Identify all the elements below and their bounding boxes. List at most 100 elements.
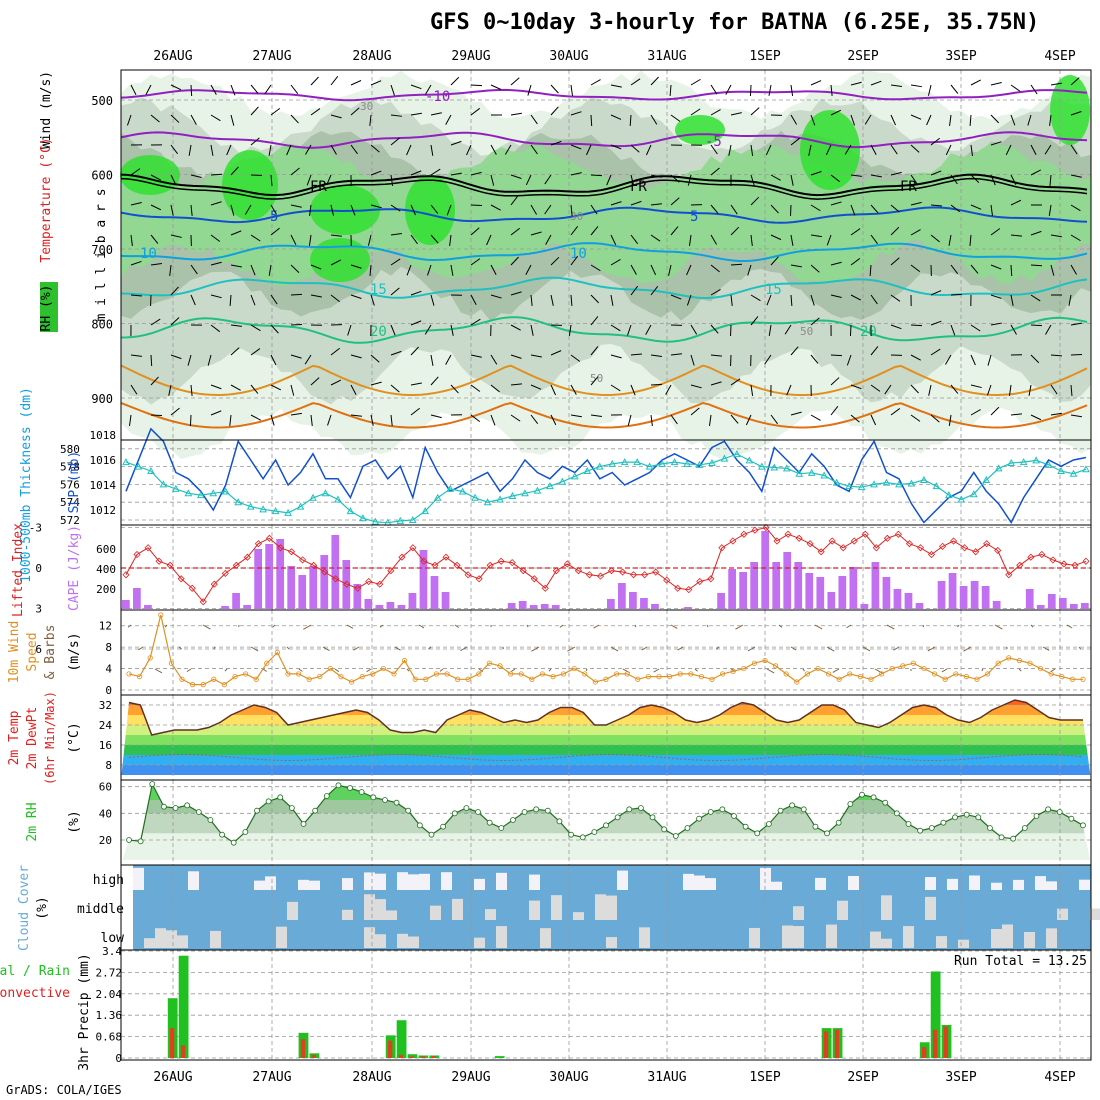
thickness-point	[1007, 458, 1016, 467]
thickness-point	[720, 454, 729, 462]
li-point	[817, 548, 825, 556]
wind-barb	[390, 258, 401, 266]
wind-barb	[210, 384, 222, 390]
wind-speed-point	[857, 674, 864, 680]
cloud-gap	[903, 926, 914, 948]
legend-total-rain: Total / Rain	[0, 964, 70, 979]
wind-barb	[710, 204, 719, 214]
wind-barb	[930, 234, 940, 243]
thickness-point	[159, 480, 168, 488]
li-point	[1038, 550, 1046, 559]
isotherm-line	[120, 401, 1088, 429]
rh-point	[510, 817, 516, 823]
rh-moist-blob	[1050, 75, 1090, 145]
wind-barb	[1010, 114, 1016, 126]
cape-bar	[915, 603, 924, 609]
temp-tick-label: 32	[99, 699, 112, 712]
wind-speed-point	[974, 676, 980, 682]
pressure-tick-label: 800	[91, 318, 113, 332]
wind-speed-point	[730, 668, 736, 674]
thickness-point	[595, 462, 604, 470]
li-point	[276, 544, 285, 552]
wind-barb	[450, 76, 460, 86]
wind-barb-10m	[511, 668, 516, 672]
wind-barb	[650, 114, 658, 125]
temp-axis-units: (°C)	[67, 722, 82, 753]
wind-speed-point	[953, 671, 959, 677]
li-point	[784, 530, 792, 538]
thickness-point	[758, 462, 766, 470]
wind-barb	[466, 144, 472, 156]
wind-speed-point	[1059, 674, 1065, 680]
wind-barb	[945, 354, 952, 365]
rh-point	[219, 831, 225, 838]
isotherm-label: 10	[140, 246, 157, 262]
rh-point	[347, 785, 353, 791]
wind-barb	[410, 234, 418, 245]
wind-barb	[310, 377, 320, 386]
wind-barb	[1070, 174, 1082, 178]
wind-barb	[330, 347, 340, 356]
wind-barb	[550, 384, 557, 396]
wind-barb	[330, 379, 342, 386]
wind-barb	[890, 114, 896, 126]
rh-point	[440, 823, 447, 830]
wind-barb	[530, 354, 542, 358]
wind-barb	[250, 414, 261, 421]
cape-bar	[276, 539, 285, 609]
rh-point	[1021, 825, 1028, 831]
cloud-gap	[133, 867, 144, 890]
wind-barb	[970, 324, 981, 332]
wind-speed-point	[645, 674, 652, 680]
thickness-tick-label: 574	[60, 496, 80, 509]
wind-barb	[810, 317, 820, 326]
wind-barb	[170, 144, 179, 155]
wind-barb	[630, 200, 642, 206]
cloud-gap	[1046, 928, 1057, 948]
wind-barb	[1050, 82, 1062, 86]
cloud-gap	[419, 873, 430, 890]
wind-barb	[910, 144, 920, 153]
li-point	[343, 580, 351, 588]
temp-band	[121, 765, 1091, 775]
wind-barb	[870, 414, 877, 426]
wind-barb	[570, 384, 577, 395]
wind-barb	[170, 174, 177, 186]
wind-barb	[168, 384, 172, 396]
wind-barb	[764, 354, 772, 365]
wind-barb	[406, 264, 412, 276]
wind-barb-10m	[202, 624, 211, 630]
wind-speed-point	[698, 674, 705, 680]
thickness-point	[521, 489, 529, 497]
thickness-axis-label: 1000-500mb Thickness (dm)	[19, 387, 34, 583]
wind-speed-point	[666, 674, 673, 680]
wind-barb	[150, 414, 163, 417]
rh-point	[161, 803, 167, 810]
cloud-gap	[298, 879, 309, 890]
wind-barb-10m	[567, 646, 576, 652]
temp-band	[121, 755, 1091, 765]
wind-barb	[130, 354, 142, 357]
wind-speed-point	[963, 674, 970, 680]
wind-barb	[710, 264, 720, 273]
wind-barb	[665, 384, 672, 395]
wind10m-frame	[120, 609, 1092, 696]
li-point	[685, 586, 693, 594]
li-point	[1060, 560, 1068, 568]
day-label-bottom: 3SEP	[945, 1070, 976, 1085]
rh-axis-units: (%)	[67, 810, 82, 833]
wind-barb	[690, 407, 700, 416]
wind-speed-point	[1006, 655, 1012, 661]
cloud-gap	[760, 867, 771, 890]
wind-speed-point	[465, 676, 471, 682]
wind-barb	[1070, 234, 1081, 242]
cloud-gap	[1057, 908, 1068, 920]
wind-barb	[150, 354, 153, 367]
rh-point	[312, 807, 319, 814]
precip-total-bar	[494, 1056, 505, 1058]
wind-barb	[570, 172, 582, 176]
wind-barb	[870, 234, 878, 245]
thickness-point	[496, 495, 504, 503]
wind-barb	[910, 324, 923, 327]
isotherm-line	[120, 173, 1088, 197]
